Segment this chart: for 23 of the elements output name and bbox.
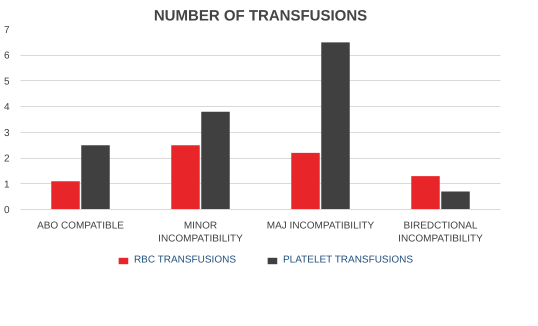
y-tick-label: 6 [4,50,10,62]
x-tick-label: ABO COMPATIBLE [37,220,124,232]
x-tick-label: MAJ INCOMPATIBILITY [266,220,375,232]
bar [171,145,200,210]
y-tick-label: 2 [4,154,10,165]
y-tick-label: 3 [4,128,10,139]
bar [411,176,440,210]
y-tick-label: 1 [4,179,10,190]
x-tick-label: MINOR INCOMPATIBILITY [158,220,244,245]
bar [441,192,470,210]
y-tick-label: 0 [4,205,10,216]
bar [201,112,230,210]
bar [291,152,320,210]
legend-label: RBC TRANSFUSIONS [134,254,236,266]
y-tick-label: 7 [4,25,10,36]
y-tick-label: 4 [4,102,10,114]
bar [51,181,80,210]
legend-label: PLATELET TRANSFUSIONS [283,254,414,266]
x-tick-label: BIREDCTIONAL INCOMPATIBILITY [398,220,484,245]
bar [81,145,110,210]
chart-title: NUMBER OF TRANSFUSIONS [154,8,368,24]
bar [321,42,350,210]
y-tick-label: 5 [4,76,10,88]
